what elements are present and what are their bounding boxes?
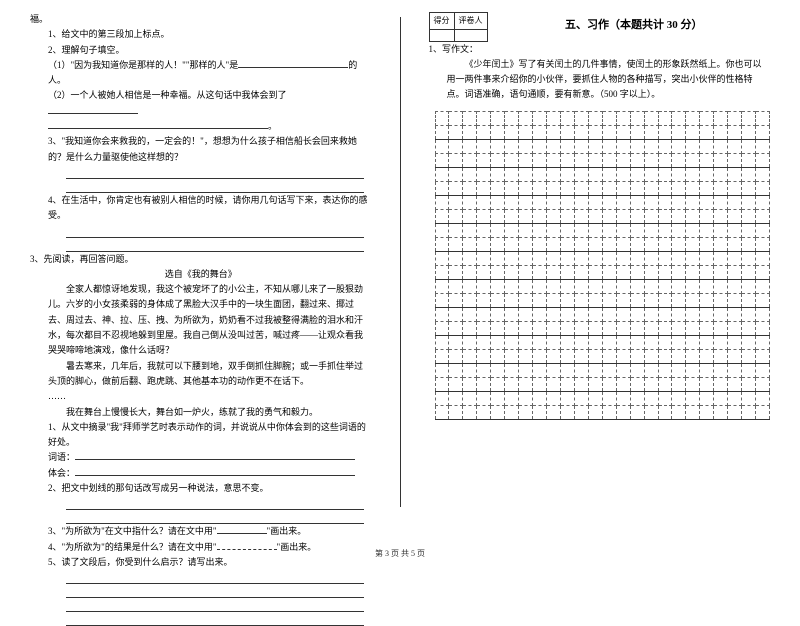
blank [217,533,267,534]
blank [75,459,355,460]
q2: 2、理解句子填空。 [30,43,372,58]
left-column: 福。 1、给文中的第三段加上标点。 2、理解句子填空。 （1）"因为我知道你是那… [30,12,380,626]
answer-line [66,179,364,193]
q1: 1、给文中的第三段加上标点。 [30,27,372,42]
q2a-pre: （1）"因为我知道你是那样的人！""那样的人"是 [48,60,238,70]
page-footer: 第 3 页 共 5 页 [0,548,800,559]
score-cell [429,29,454,41]
p3-q1: 1、从文中摘录"我"拜师学艺时表示动作的词，并说说从中你体会到的这些词语的好处。 [30,420,372,451]
p3-q3-pre: 3、"为所欲为"在文中指什么？请在文中用" [48,526,217,536]
grader-cell [454,29,487,41]
p3-q2: 2、把文中划线的那句话改写成另一种说法，意思不变。 [30,481,372,496]
q2b-pre: （2）一个人被她人相信是一种幸福。从这句话中我体会到了 [48,90,287,100]
passage3-para1: 全家人都惊讶地发现，我这个被宠坏了的小公主，不知从哪儿来了一股狠劲儿。六岁的小女… [30,282,372,358]
page-container: 福。 1、给文中的第三段加上标点。 2、理解句子填空。 （1）"因为我知道你是那… [0,0,800,626]
writing-grid-wrap [429,111,771,420]
answer-line [66,598,364,612]
passage3-para2: 暑去寒来，几年后，我就可以下腰到地，双手倒抓住脚腕；或一手抓住举过头顶的脚心，做… [30,359,372,390]
answer-line [66,165,364,179]
section5-title: 五、习作（本题共计 30 分） [498,16,771,35]
p3-q1-feel: 体会： [30,466,372,481]
passage3-para3: 我在舞台上慢慢长大，舞台如一炉火，练就了我的勇气和毅力。 [30,405,372,420]
passage3-title: 3、先阅读，再回答问题。 [30,252,372,267]
q2a: （1）"因为我知道你是那样的人！""那样的人"是的人。 [30,58,372,89]
right-column: 得分 评卷人 五、习作（本题共计 30 分） 1、写作文： 《少年闰土》写了有关… [421,12,771,626]
score-label: 得分 [429,13,454,30]
passage3-dots: …… [30,389,372,404]
label: 词语： [48,452,75,462]
answer-line [66,570,364,584]
writing-grid [435,111,771,420]
blank [48,128,268,129]
q2b-post: 。 [268,121,277,131]
writing-q1-num: 1、写作文： [429,42,771,57]
score-table: 得分 评卷人 [429,12,488,42]
line-remainder: 福。 [30,12,372,27]
label: 体会： [48,468,75,478]
p3-q1-words: 词语： [30,450,372,465]
p3-q3: 3、"为所欲为"在文中指什么？请在文中用" "画出来。 [30,524,372,539]
q2b: （2）一个人被她人相信是一种幸福。从这句话中我体会到了 [30,88,372,119]
blank [75,475,355,476]
column-divider [400,17,401,507]
blank [48,113,138,114]
answer-line [66,612,364,626]
answer-line [66,510,364,524]
writing-q1-body: 《少年闰土》写了有关闰土的几件事情，使闰土的形象跃然纸上。你也可以用一两件事来介… [429,57,771,103]
answer-line [66,224,364,238]
p3-q3-post: "画出来。 [267,526,307,536]
q2b-line2: 。 [30,119,372,134]
passage3-subtitle: 选自《我的舞台》 [30,267,372,282]
section-header: 得分 评卷人 五、习作（本题共计 30 分） [429,12,771,42]
answer-line [66,584,364,598]
grader-label: 评卷人 [454,13,487,30]
q3: 3、"我知道你会来救我的，一定会的！"，想想为什么孩子相信船长会回来救她的？是什… [30,134,372,165]
blank [238,67,348,68]
answer-line [66,238,364,252]
answer-line [66,496,364,510]
q4: 4、在生活中，你肯定也有被别人相信的时候，请你用几句话写下来，表达你的感受。 [30,193,372,224]
